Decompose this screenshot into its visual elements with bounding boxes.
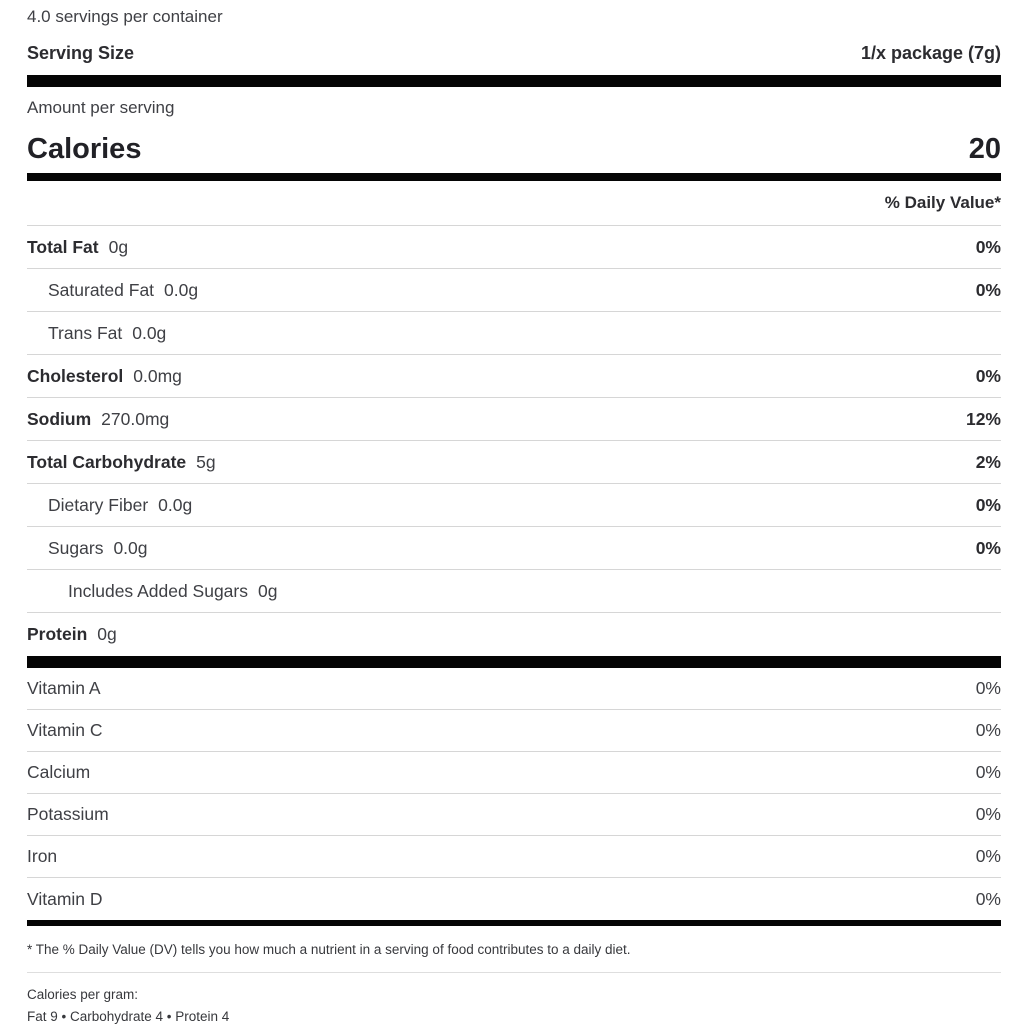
calories-row: Calories 20 (27, 132, 1001, 167)
nutrient-value: 5g (196, 451, 216, 472)
vitamin-label: Potassium (27, 804, 109, 824)
nutrient-label: Includes Added Sugars (68, 580, 248, 601)
nutrient-label: Saturated Fat (48, 279, 155, 300)
servings-per-container: 4.0 servings per container (27, 7, 223, 26)
nutrient-label: Trans Fat (48, 322, 123, 343)
nutrient-row-sodium: Sodium 270.0mg 12% (27, 398, 1001, 441)
vitamin-row-iron: Iron 0% (27, 836, 1001, 878)
nutrient-daily-value: 12% (965, 408, 1001, 429)
nutrient-label: Total Carbohydrate (27, 451, 187, 472)
vitamin-row-potassium: Potassium 0% (27, 794, 1001, 836)
divider-bar-thick-top (27, 75, 1001, 87)
serving-size-label: Serving Size (27, 43, 135, 63)
vitamin-label: Vitamin D (27, 888, 103, 909)
nutrient-label: Total Fat (27, 236, 99, 257)
nutrient-daily-value: 0% (975, 236, 1001, 257)
nutrient-label: Cholesterol (27, 365, 124, 386)
nutrient-value: 0g (108, 236, 129, 257)
vitamin-row-vitamin-a: Vitamin A 0% (27, 668, 1001, 710)
vitamin-daily-value: 0% (975, 846, 1001, 866)
amount-per-serving: Amount per serving (27, 98, 175, 117)
nutrient-daily-value: 2% (975, 451, 1001, 472)
calories-value: 20 (968, 133, 1001, 165)
nutrient-label: Sugars (48, 537, 104, 558)
nutrient-row-added-sugars: Includes Added Sugars 0g (27, 570, 1001, 613)
calories-per-gram-values: Fat 9 • Carbohydrate 4 • Protein 4 (27, 1009, 230, 1024)
nutrient-row-cholesterol: Cholesterol 0.0mg 0% (27, 355, 1001, 398)
nutrient-label: Protein (27, 624, 88, 644)
nutrient-row-protein: Protein 0g (27, 613, 1001, 656)
vitamin-daily-value: 0% (975, 888, 1001, 909)
vitamin-daily-value: 0% (975, 762, 1001, 782)
nutrient-value: 0g (97, 624, 117, 644)
nutrient-row-total-carbohydrate: Total Carbohydrate 5g 2% (27, 441, 1001, 484)
nutrient-daily-value: 0% (975, 365, 1001, 386)
nutrient-value: 0.0g (164, 279, 199, 300)
divider-bar-bottom (27, 920, 1001, 926)
nutrient-value: 0.0g (113, 537, 148, 558)
nutrient-row-total-fat: Total Fat 0g 0% (27, 226, 1001, 269)
divider-bar-under-calories (27, 173, 1001, 181)
nutrient-daily-value: 0% (975, 537, 1001, 558)
nutrient-value: 0.0g (158, 494, 193, 515)
vitamin-label: Calcium (27, 762, 91, 782)
calories-per-gram-label: Calories per gram: (27, 987, 139, 1002)
nutrient-value: 0g (258, 580, 278, 601)
daily-value-header: % Daily Value* (884, 193, 1001, 212)
divider-bar-under-protein (27, 656, 1001, 668)
calories-label: Calories (27, 133, 142, 165)
serving-size-value: 1/x package (7g) (860, 43, 1001, 63)
vitamin-daily-value: 0% (975, 804, 1001, 824)
vitamin-row-calcium: Calcium 0% (27, 752, 1001, 794)
nutrient-row-trans-fat: Trans Fat 0.0g (27, 312, 1001, 355)
nutrient-label: Sodium (27, 408, 92, 429)
vitamin-label: Vitamin C (27, 720, 103, 740)
vitamin-table: Vitamin A 0% Vitamin C 0% Calcium 0% Pot… (27, 668, 1001, 920)
vitamin-label: Iron (27, 846, 58, 866)
vitamin-daily-value: 0% (975, 678, 1001, 698)
vitamin-label: Vitamin A (27, 678, 101, 698)
serving-size-row: Serving Size 1/x package (7g) (27, 42, 1001, 65)
vitamin-row-vitamin-d: Vitamin D 0% (27, 878, 1001, 920)
nutrient-row-sugars: Sugars 0.0g 0% (27, 527, 1001, 570)
nutrient-daily-value: 0% (975, 494, 1001, 515)
nutrient-label: Dietary Fiber (48, 494, 149, 515)
nutrient-value: 270.0mg (101, 408, 170, 429)
nutrient-value: 0.0mg (133, 365, 182, 386)
nutrient-row-dietary-fiber: Dietary Fiber 0.0g 0% (27, 484, 1001, 527)
vitamin-daily-value: 0% (975, 720, 1001, 740)
nutrient-table: Total Fat 0g 0% Saturated Fat 0.0g 0% Tr… (27, 225, 1001, 656)
vitamin-row-vitamin-c: Vitamin C 0% (27, 710, 1001, 752)
daily-value-footnote: * The % Daily Value (DV) tells you how m… (27, 942, 631, 957)
nutrient-value: 0.0g (132, 322, 167, 343)
nutrient-row-saturated-fat: Saturated Fat 0.0g 0% (27, 269, 1001, 312)
nutrient-daily-value: 0% (975, 279, 1001, 300)
footer-divider (27, 972, 1001, 973)
